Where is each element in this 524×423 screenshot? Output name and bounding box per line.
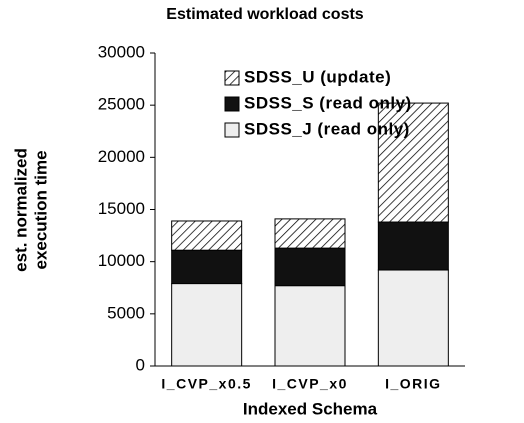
y-tick-label: 0: [136, 355, 145, 374]
y-axis-label: execution time: [31, 150, 50, 269]
y-tick-label: 15000: [98, 199, 145, 218]
y-tick-label: 10000: [98, 251, 145, 270]
x-tick-label: I_CVP_x0: [272, 376, 348, 392]
x-tick-label: I_CVP_x0.5: [161, 376, 252, 392]
legend-label: SDSS_U (update): [244, 67, 391, 86]
bar-segment: [377, 102, 449, 223]
chart-title: Estimated workload costs: [166, 6, 363, 23]
x-axis-label: Indexed Schema: [243, 399, 378, 418]
legend-label: SDSS_S (read only): [244, 93, 412, 112]
bar-segment: [171, 220, 243, 251]
legend-label: SDSS_J (read only): [244, 119, 410, 138]
bar-segment: [377, 221, 449, 271]
legend-swatch: [224, 96, 240, 112]
y-tick-label: 20000: [98, 147, 145, 166]
bar-segment: [274, 218, 346, 249]
bar-segment: [274, 285, 346, 367]
y-tick-label: 30000: [98, 42, 145, 61]
y-tick-label: 25000: [98, 95, 145, 114]
x-tick-label: I_ORIG: [385, 376, 441, 392]
legend-swatch: [224, 70, 240, 86]
bar-segment: [171, 249, 243, 285]
bar-segment: [274, 247, 346, 287]
bar-segment: [377, 269, 449, 367]
bar-segment: [171, 283, 243, 367]
y-tick-label: 5000: [107, 303, 145, 322]
y-axis-label: est. normalized: [11, 148, 30, 272]
legend-swatch: [224, 122, 240, 138]
